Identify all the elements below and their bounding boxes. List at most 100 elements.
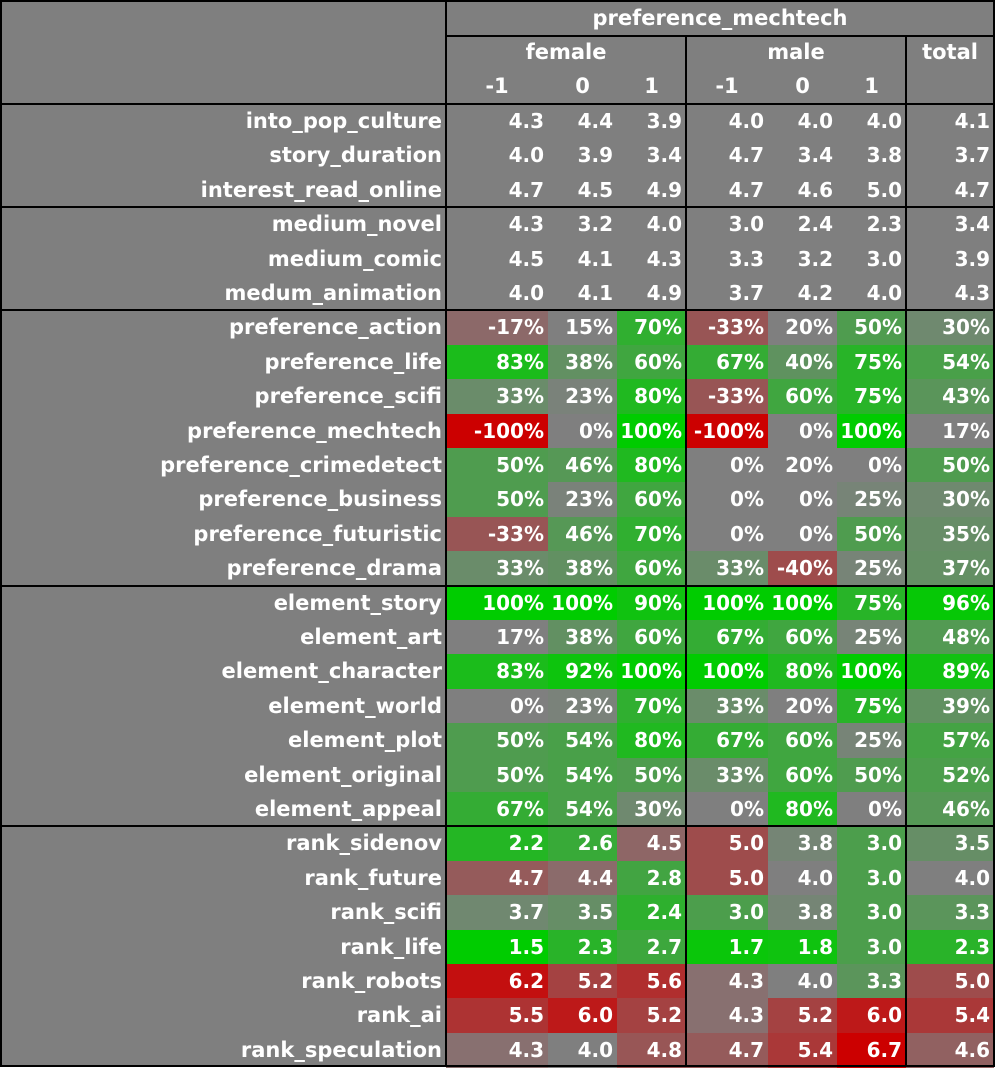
cell-value: 80% — [634, 384, 682, 409]
cell-value: 23% — [565, 693, 613, 718]
heatmap-cell — [446, 1032, 548, 1068]
column-header: 0 — [795, 74, 810, 98]
heatmap-cell — [768, 654, 837, 690]
cell-value: 4.7 — [728, 143, 764, 168]
heatmap-cell — [548, 1032, 617, 1068]
heatmap-cell — [686, 138, 768, 174]
heatmap-cell — [837, 895, 906, 931]
cell-value: 4.1 — [577, 281, 613, 305]
cell-value: 37% — [942, 556, 990, 581]
heatmap-cell — [837, 207, 906, 243]
cell-value: 2.8 — [646, 865, 682, 890]
cell-value: 4.3 — [728, 969, 764, 993]
heatmap-cell — [906, 757, 994, 793]
cell-value: 17% — [942, 418, 990, 443]
cell-value: 4.0 — [954, 865, 990, 890]
table-title: preference_mechtech — [592, 6, 848, 30]
row-label: preference_action — [229, 315, 442, 340]
heatmap-cell — [446, 379, 548, 415]
heatmap-cell — [686, 516, 768, 552]
heatmap-cell — [906, 276, 994, 311]
heatmap-cell — [548, 620, 617, 655]
heatmap-cell — [617, 929, 686, 965]
cell-value: 4.7 — [728, 177, 764, 202]
heatmap-cell — [617, 344, 686, 380]
heatmap-cell — [617, 585, 686, 621]
cell-value: 15% — [565, 315, 613, 340]
heatmap-cell — [686, 241, 768, 277]
cell-value: 4.0 — [797, 109, 833, 133]
cell-value: 3.0 — [866, 934, 902, 959]
cell-value: 3.3 — [866, 969, 902, 993]
cell-value: 89% — [942, 659, 990, 684]
cell-value: 4.0 — [866, 281, 902, 305]
heatmap-cell — [617, 104, 686, 139]
cell-value: 2.6 — [577, 831, 613, 856]
heatmap-cell — [446, 551, 548, 587]
cell-value: 3.2 — [797, 246, 833, 271]
heatmap-cell — [906, 860, 994, 896]
cell-value: 3.2 — [577, 212, 613, 237]
row-label: preference_scifi — [254, 384, 442, 409]
column-header: 0 — [575, 74, 590, 98]
heatmap-cell — [548, 792, 617, 827]
cell-value: 3.8 — [797, 831, 833, 856]
cell-value: 2.4 — [646, 900, 682, 925]
heatmap-cell — [837, 241, 906, 277]
cell-value: 23% — [565, 384, 613, 409]
cell-value: -100% — [693, 418, 764, 443]
heatmap-cell — [446, 172, 548, 208]
cell-value: 0% — [730, 487, 764, 512]
cell-value: 57% — [942, 728, 990, 753]
cell-value: -33% — [487, 521, 544, 546]
cell-value: 83% — [496, 349, 544, 374]
heatmap-cell — [446, 792, 548, 827]
cell-value: 75% — [854, 590, 902, 615]
cell-value: 48% — [942, 625, 990, 649]
heatmap-cell — [837, 1032, 906, 1068]
row-label: element_character — [221, 659, 442, 684]
heatmap-cell — [446, 860, 548, 896]
heatmap-cell — [837, 826, 906, 862]
cell-value: 6.0 — [866, 1003, 902, 1028]
heatmap-cell — [686, 344, 768, 380]
heatmap-cell — [837, 310, 906, 346]
cell-value: 60% — [785, 762, 833, 787]
heatmap-cell — [686, 998, 768, 1034]
cell-value: 100% — [551, 590, 613, 615]
column-header: -1 — [485, 74, 509, 98]
heatmap-cell — [837, 551, 906, 587]
cell-value: 2.7 — [646, 934, 682, 959]
cell-value: 4.1 — [577, 246, 613, 271]
cell-value: 75% — [854, 693, 902, 718]
cell-value: 90% — [634, 590, 682, 615]
cell-value: 2.3 — [577, 934, 613, 959]
cell-value: 96% — [942, 590, 990, 615]
heatmap-cell — [837, 585, 906, 621]
cell-value: -17% — [487, 315, 544, 340]
heatmap-cell — [686, 207, 768, 243]
cell-value: -40% — [776, 556, 833, 581]
heatmap-cell — [906, 207, 994, 243]
row-label: medum_animation — [224, 281, 442, 305]
cell-value: 50% — [496, 762, 544, 787]
cell-value: -33% — [707, 384, 764, 409]
cell-value: 2.3 — [866, 212, 902, 237]
cell-value: 6.2 — [508, 969, 544, 993]
heatmap-cell — [837, 998, 906, 1034]
heatmap-cell — [837, 276, 906, 311]
heatmap-cell — [906, 964, 994, 999]
heatmap-cell — [768, 688, 837, 724]
grid-line — [685, 35, 687, 1067]
cell-value: 3.4 — [797, 143, 833, 168]
heatmap-cell — [837, 172, 906, 208]
cell-value: 4.4 — [577, 865, 613, 890]
heatmap-cell — [548, 241, 617, 277]
heatmap-cell — [686, 104, 768, 139]
grid-line — [905, 35, 907, 1067]
row-label: preference_life — [264, 349, 442, 374]
cell-value: 50% — [496, 487, 544, 512]
cell-value: 4.7 — [508, 177, 544, 202]
cell-value: 60% — [634, 349, 682, 374]
heatmap-cell — [617, 448, 686, 483]
